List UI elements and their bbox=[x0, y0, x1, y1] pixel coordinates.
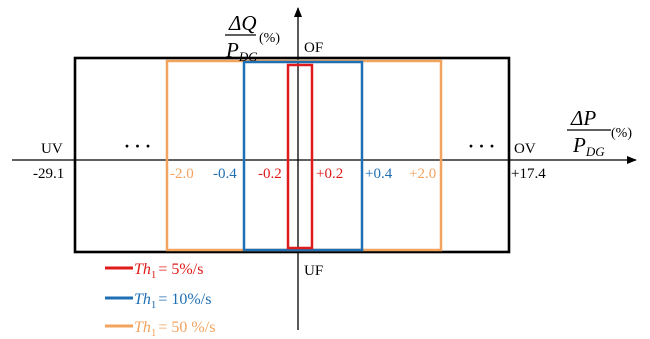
tick-orange-left: -2.0 bbox=[170, 166, 194, 182]
y-axis-label: ΔQ PDG (%) bbox=[225, 11, 280, 64]
blue-threshold-box bbox=[242, 60, 364, 252]
tick-blue-right: +0.4 bbox=[365, 166, 393, 182]
tick-red-left: -0.2 bbox=[258, 166, 282, 182]
svg-text:Th1= 50 %/s: Th1 = 50 %/s bbox=[134, 319, 215, 339]
tick-left-limit: -29.1 bbox=[33, 166, 64, 182]
tick-blue-left: -0.4 bbox=[213, 166, 237, 182]
label-ov: OV bbox=[514, 141, 536, 157]
label-of: OF bbox=[304, 40, 323, 56]
outer-limit-box bbox=[73, 56, 511, 254]
legend: Th1 = 5%/s Th1 = 10%/s Th1 = 50 %/s bbox=[105, 261, 215, 339]
ellipsis-left: · · · bbox=[124, 136, 151, 156]
label-uf: UF bbox=[304, 263, 323, 279]
legend-item-red: Th1 = 5%/s bbox=[105, 261, 203, 281]
svg-text:(%): (%) bbox=[259, 31, 280, 46]
tick-red-right: +0.2 bbox=[316, 166, 343, 182]
svg-text:ΔQ: ΔQ bbox=[228, 11, 257, 35]
red-threshold-box bbox=[286, 63, 314, 250]
svg-text:PDG: PDG bbox=[225, 38, 258, 64]
label-uv: UV bbox=[41, 141, 63, 157]
x-axis-label: ΔP PDG (%) bbox=[567, 106, 632, 159]
tick-right-limit: +17.4 bbox=[511, 166, 546, 182]
svg-text:(%): (%) bbox=[611, 126, 632, 141]
tick-orange-right: +2.0 bbox=[409, 166, 436, 182]
svg-text:Th1= 5%/s: Th1 = 5%/s bbox=[134, 261, 203, 281]
svg-text:PDG: PDG bbox=[572, 133, 605, 159]
svg-text:Th1= 10%/s: Th1 = 10%/s bbox=[134, 291, 211, 311]
orange-threshold-box bbox=[165, 59, 443, 252]
legend-item-blue: Th1 = 10%/s bbox=[105, 291, 211, 311]
legend-item-orange: Th1 = 50 %/s bbox=[105, 319, 215, 339]
ellipsis-right: · · · bbox=[468, 136, 495, 156]
svg-text:ΔP: ΔP bbox=[570, 106, 596, 130]
